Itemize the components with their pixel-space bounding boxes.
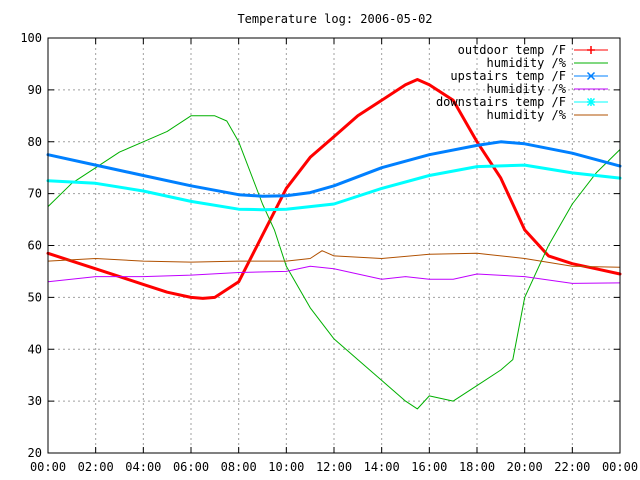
y-tick-label: 30: [28, 394, 42, 408]
x-tick-label: 14:00: [364, 460, 400, 474]
series-line-1: [47, 115, 621, 410]
x-tick-label: 00:00: [30, 460, 66, 474]
axis-ticks: 20 30 40 50 60 70 80 90 100 00:00 02:00 04:00 06:00 0…: [20, 31, 638, 474]
y-tick-label: 90: [28, 83, 42, 97]
y-tick-label: 80: [28, 135, 42, 149]
x-tick-label: 06:00: [173, 460, 209, 474]
x-tick-label: 08:00: [221, 460, 257, 474]
legend-label: humidity /%: [487, 108, 567, 122]
y-tick-label: 40: [28, 342, 42, 356]
legend-label: outdoor temp /F: [458, 43, 566, 57]
x-tick-label: 18:00: [459, 460, 495, 474]
x-tick-label: 22:00: [554, 460, 590, 474]
x-tick-label: 20:00: [507, 460, 543, 474]
x-tick-label: 04:00: [125, 460, 161, 474]
x-tick-label: 10:00: [268, 460, 304, 474]
legend-label: humidity /%: [487, 56, 567, 70]
legend-label: downstairs temp /F: [436, 95, 566, 109]
legend-label: humidity /%: [487, 82, 567, 96]
series-line-3: [47, 265, 621, 284]
y-tick-label: 20: [28, 446, 42, 460]
series-group: [46, 78, 622, 410]
x-tick-label: 12:00: [316, 460, 352, 474]
series-line-0: [46, 78, 622, 300]
series-line-5: [47, 250, 621, 268]
chart-title: Temperature log: 2006-05-02: [237, 12, 432, 26]
legend-label: upstairs temp /F: [450, 69, 566, 83]
series-line-4: [46, 163, 622, 212]
x-tick-label: 16:00: [411, 460, 447, 474]
y-tick-label: 70: [28, 187, 42, 201]
y-tick-label: 50: [28, 290, 42, 304]
y-tick-label: 100: [20, 31, 42, 45]
x-tick-label: 00:00: [602, 460, 638, 474]
x-tick-label: 02:00: [78, 460, 114, 474]
y-tick-label: 60: [28, 239, 42, 253]
legend-marker: [586, 97, 596, 107]
series-line-2: [46, 140, 622, 198]
legend-marker: [586, 71, 596, 81]
